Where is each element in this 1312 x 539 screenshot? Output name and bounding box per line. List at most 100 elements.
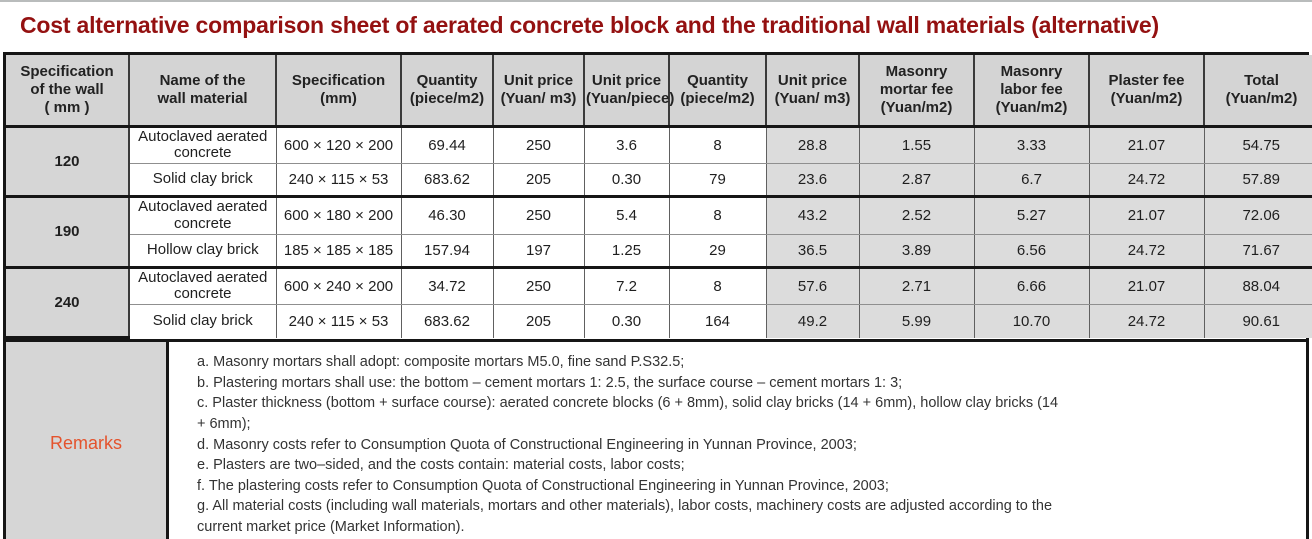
remarks-label: Remarks bbox=[6, 342, 169, 539]
unit-price-piece-cell: 1.25 bbox=[584, 234, 670, 269]
plaster-fee-cell: 24.72 bbox=[1089, 163, 1205, 199]
header-row: Specification of the wall ( mm ) Name of… bbox=[6, 55, 1312, 128]
masonry-labor-fee-cell: 5.27 bbox=[974, 196, 1090, 235]
unit-price-piece-cell: 7.2 bbox=[584, 267, 670, 306]
specification-cell: 600 × 120 × 200 bbox=[276, 126, 402, 165]
masonry-mortar-fee-cell: 2.87 bbox=[859, 163, 975, 199]
remark-line-e: e. Plasters are two–sided, and the costs… bbox=[197, 457, 685, 474]
table-row: Solid clay brick 240 × 115 × 53 683.62 2… bbox=[6, 163, 1312, 199]
column-header-total: Total (Yuan/m2) bbox=[1204, 55, 1312, 128]
quantity-cell: 683.62 bbox=[401, 304, 494, 338]
table-row: 240 Autoclaved aerated concrete 600 × 24… bbox=[6, 267, 1312, 340]
material-name-cell: Autoclaved aerated concrete bbox=[129, 267, 277, 306]
remark-line-d: d. Masonry costs refer to Consumption Qu… bbox=[197, 436, 857, 453]
quantity-cell: 46.30 bbox=[401, 196, 494, 235]
quantity-2-cell: 8 bbox=[669, 196, 767, 235]
column-header-unit-price-m3: Unit price (Yuan/ m3) bbox=[493, 55, 585, 128]
unit-price-piece-cell: 0.30 bbox=[584, 304, 670, 338]
column-header-masonry-mortar-fee: Masonry mortar fee (Yuan/m2) bbox=[859, 55, 975, 128]
total-cell: 88.04 bbox=[1204, 267, 1312, 306]
plaster-fee-cell: 21.07 bbox=[1089, 126, 1205, 165]
total-cell: 71.67 bbox=[1204, 234, 1312, 269]
unit-price-m3-2-cell: 49.2 bbox=[766, 304, 860, 338]
quantity-cell: 34.72 bbox=[401, 267, 494, 306]
quantity-cell: 157.94 bbox=[401, 234, 494, 269]
plaster-fee-cell: 24.72 bbox=[1089, 304, 1205, 338]
quantity-2-cell: 79 bbox=[669, 163, 767, 199]
remarks-row: Remarks a. Masonry mortars shall adopt: … bbox=[6, 339, 1306, 539]
remark-line-b: b. Plastering mortars shall use: the bot… bbox=[197, 374, 903, 391]
total-cell: 90.61 bbox=[1204, 304, 1312, 338]
material-name-cell: Solid clay brick bbox=[129, 163, 277, 199]
unit-price-m3-cell: 205 bbox=[493, 304, 585, 338]
wall-spec-cell: 240 bbox=[6, 267, 130, 340]
column-header-plaster-fee: Plaster fee (Yuan/m2) bbox=[1089, 55, 1205, 128]
unit-price-m3-cell: 205 bbox=[493, 163, 585, 199]
material-name-cell: Solid clay brick bbox=[129, 304, 277, 338]
specification-cell: 185 × 185 × 185 bbox=[276, 234, 402, 269]
page-title: Cost alternative comparison sheet of aer… bbox=[20, 12, 1159, 38]
unit-price-piece-cell: 3.6 bbox=[584, 126, 670, 165]
table-row: Hollow clay brick 185 × 185 × 185 157.94… bbox=[6, 234, 1312, 269]
masonry-mortar-fee-cell: 2.52 bbox=[859, 196, 975, 235]
masonry-mortar-fee-cell: 2.71 bbox=[859, 267, 975, 306]
unit-price-m3-cell: 197 bbox=[493, 234, 585, 269]
material-name-cell: Autoclaved aerated concrete bbox=[129, 196, 277, 235]
unit-price-m3-cell: 250 bbox=[493, 196, 585, 235]
plaster-fee-cell: 24.72 bbox=[1089, 234, 1205, 269]
total-cell: 57.89 bbox=[1204, 163, 1312, 199]
material-name-cell: Autoclaved aerated concrete bbox=[129, 126, 277, 165]
unit-price-m3-cell: 250 bbox=[493, 267, 585, 306]
total-cell: 54.75 bbox=[1204, 126, 1312, 165]
unit-price-m3-cell: 250 bbox=[493, 126, 585, 165]
remark-line-g: g. All material costs (including wall ma… bbox=[197, 498, 1053, 535]
unit-price-m3-2-cell: 36.5 bbox=[766, 234, 860, 269]
specification-cell: 240 × 115 × 53 bbox=[276, 304, 402, 338]
column-header-unit-price-piece: Unit price (Yuan/piece) bbox=[584, 55, 674, 128]
wall-spec-cell: 190 bbox=[6, 196, 130, 269]
column-header-quantity-2: Quantity (piece/m2) bbox=[669, 55, 767, 128]
column-header-wall-spec: Specification of the wall ( mm ) bbox=[6, 55, 130, 128]
specification-cell: 600 × 180 × 200 bbox=[276, 196, 402, 235]
column-header-quantity-1: Quantity (piece/m2) bbox=[401, 55, 494, 128]
remark-line-f: f. The plastering costs refer to Consump… bbox=[197, 477, 889, 494]
specification-cell: 600 × 240 × 200 bbox=[276, 267, 402, 306]
unit-price-piece-cell: 5.4 bbox=[584, 196, 670, 235]
unit-price-m3-2-cell: 23.6 bbox=[766, 163, 860, 199]
column-header-specification: Specification (mm) bbox=[276, 55, 402, 128]
total-cell: 72.06 bbox=[1204, 196, 1312, 235]
cost-comparison-table: Specification of the wall ( mm ) Name of… bbox=[6, 55, 1312, 340]
quantity-cell: 683.62 bbox=[401, 163, 494, 199]
remark-line-c: c. Plaster thickness (bottom + surface c… bbox=[197, 395, 1059, 433]
quantity-2-cell: 8 bbox=[669, 126, 767, 165]
masonry-labor-fee-cell: 10.70 bbox=[974, 304, 1090, 338]
remarks-text: a. Masonry mortars shall adopt: composit… bbox=[169, 342, 1306, 539]
masonry-labor-fee-cell: 3.33 bbox=[974, 126, 1090, 165]
masonry-labor-fee-cell: 6.7 bbox=[974, 163, 1090, 199]
unit-price-m3-2-cell: 43.2 bbox=[766, 196, 860, 235]
cost-comparison-sheet: Specification of the wall ( mm ) Name of… bbox=[3, 52, 1312, 539]
quantity-cell: 69.44 bbox=[401, 126, 494, 165]
masonry-mortar-fee-cell: 5.99 bbox=[859, 304, 975, 338]
masonry-labor-fee-cell: 6.56 bbox=[974, 234, 1090, 269]
specification-cell: 240 × 115 × 53 bbox=[276, 163, 402, 199]
column-header-material-name: Name of the wall material bbox=[129, 55, 277, 128]
masonry-labor-fee-cell: 6.66 bbox=[974, 267, 1090, 306]
unit-price-m3-2-cell: 28.8 bbox=[766, 126, 860, 165]
column-header-masonry-labor-fee: Masonry labor fee (Yuan/m2) bbox=[974, 55, 1090, 128]
plaster-fee-cell: 21.07 bbox=[1089, 196, 1205, 235]
unit-price-m3-2-cell: 57.6 bbox=[766, 267, 860, 306]
material-name-cell: Hollow clay brick bbox=[129, 234, 277, 269]
remark-line-a: a. Masonry mortars shall adopt: composit… bbox=[197, 354, 685, 371]
table-row: 120 Autoclaved aerated concrete 600 × 12… bbox=[6, 126, 1312, 199]
unit-price-piece-cell: 0.30 bbox=[584, 163, 670, 199]
column-header-unit-price-m3-2: Unit price (Yuan/ m3) bbox=[766, 55, 860, 128]
table-row: Solid clay brick 240 × 115 × 53 683.62 2… bbox=[6, 304, 1312, 338]
plaster-fee-cell: 21.07 bbox=[1089, 267, 1205, 306]
wall-spec-cell: 120 bbox=[6, 126, 130, 199]
masonry-mortar-fee-cell: 3.89 bbox=[859, 234, 975, 269]
quantity-2-cell: 8 bbox=[669, 267, 767, 306]
top-divider bbox=[0, 0, 1312, 2]
masonry-mortar-fee-cell: 1.55 bbox=[859, 126, 975, 165]
